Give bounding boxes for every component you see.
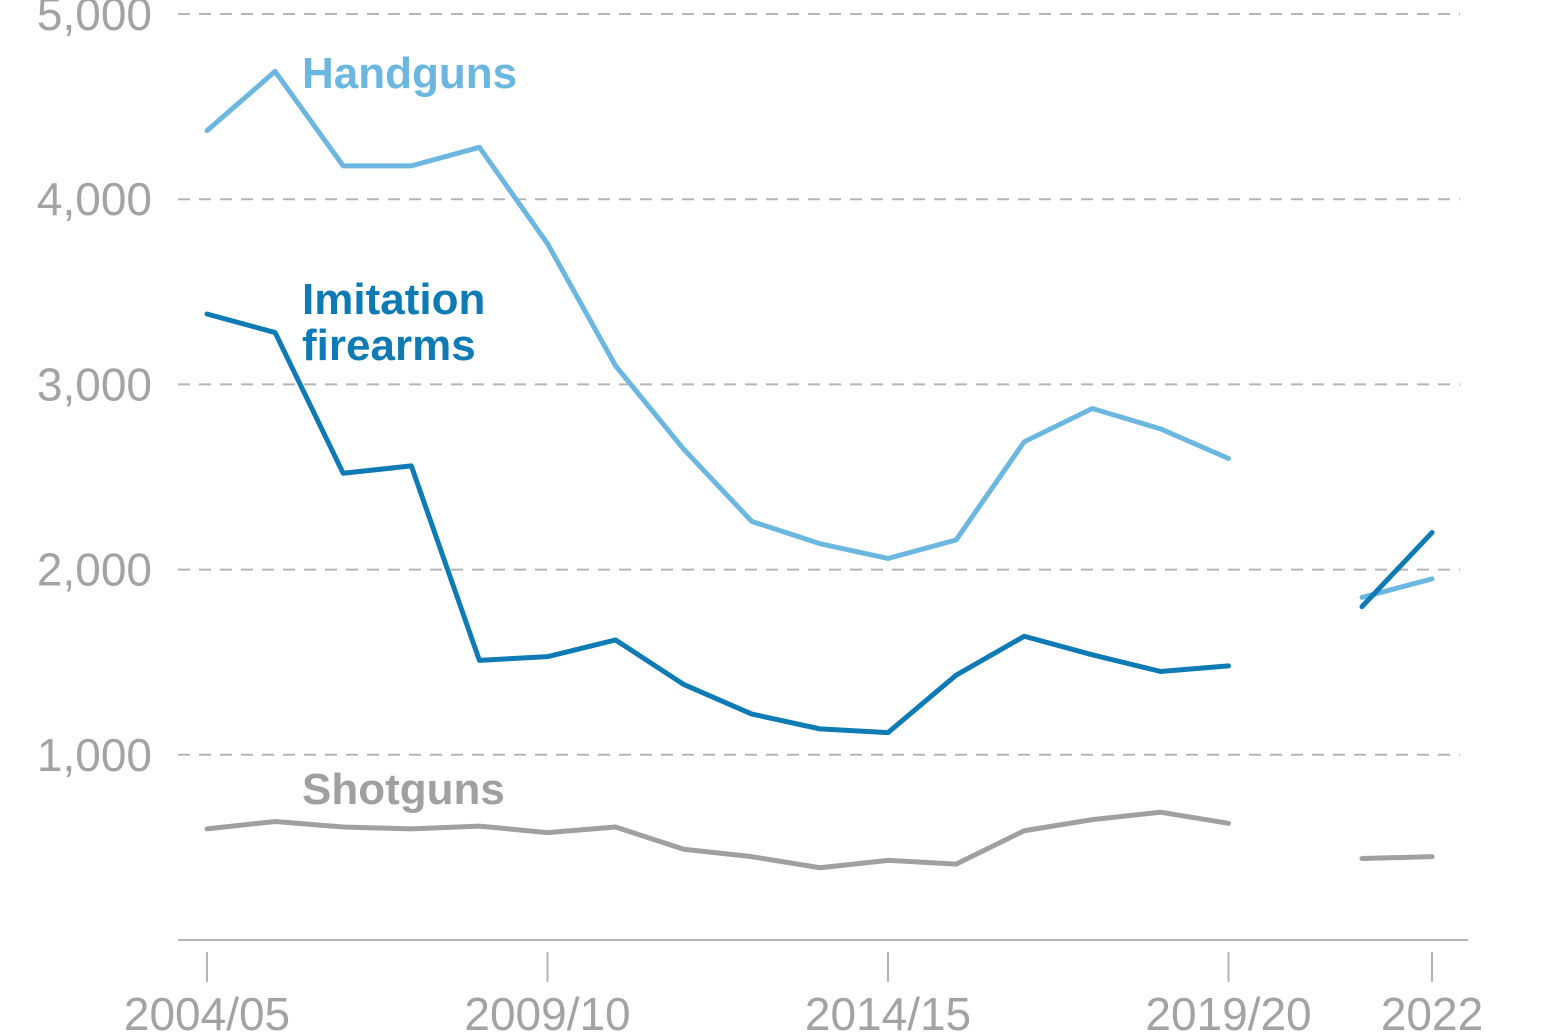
y-tick-label: 2,000 xyxy=(37,544,152,596)
series-lines xyxy=(204,68,1435,871)
series-label-imitation-firearms: Imitation firearms xyxy=(302,275,498,370)
x-tick-label: 2022 xyxy=(1381,988,1483,1032)
x-tick-label: 2019/20 xyxy=(1145,988,1311,1032)
series-label-shotguns: Shotguns xyxy=(302,765,505,814)
x-tick-label: 2004/05 xyxy=(124,988,290,1032)
series-label-handguns: Handguns xyxy=(302,49,517,98)
series-line-handguns-segment-1 xyxy=(204,68,1231,561)
series-labels: Handguns Imitation firearms Shotguns xyxy=(302,49,517,814)
y-tick-label: 5,000 xyxy=(37,0,152,40)
y-axis-tick-labels: 1,000 2,000 3,000 4,000 5,000 xyxy=(37,0,152,781)
x-tick-label: 2009/10 xyxy=(464,988,630,1032)
y-tick-label: 4,000 xyxy=(37,173,152,225)
series-line-imitation-firearms-segment-2 xyxy=(1359,530,1435,610)
series-line-imitation-firearms-segment-1 xyxy=(204,311,1231,736)
x-tick-label: 2014/15 xyxy=(805,988,971,1032)
series-line-shotguns-segment-1 xyxy=(204,809,1231,871)
y-tick-label: 1,000 xyxy=(37,729,152,781)
x-axis-ticks: 2004/05 2009/10 2014/15 2019/20 2022 xyxy=(124,952,1483,1032)
y-tick-label: 3,000 xyxy=(37,358,152,410)
gridlines xyxy=(178,13,1460,756)
series-line-shotguns-segment-2 xyxy=(1359,854,1435,862)
